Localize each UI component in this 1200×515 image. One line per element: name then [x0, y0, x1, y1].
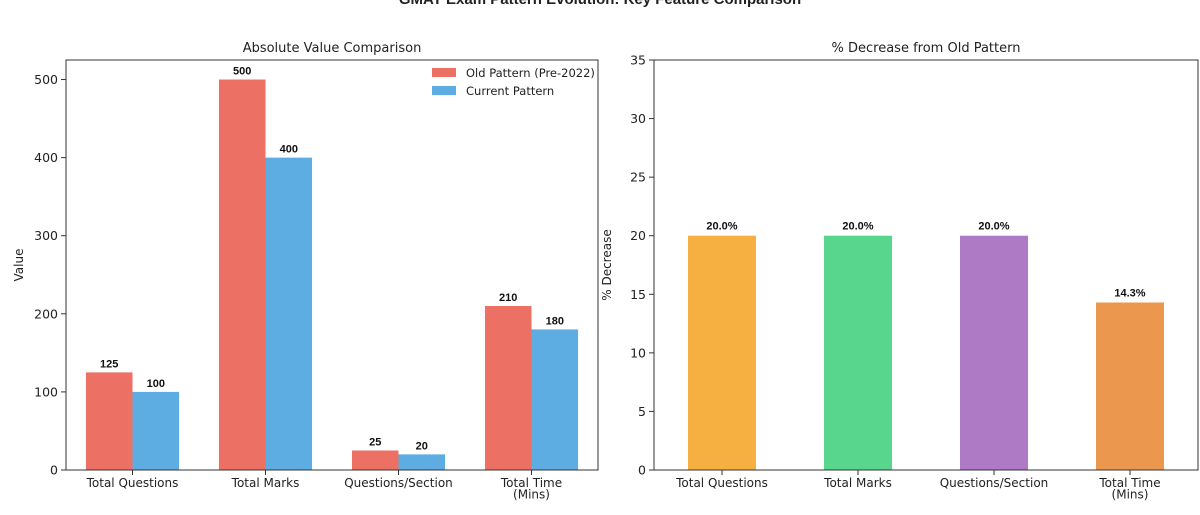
y-tick-label-0: 0 [50, 463, 58, 478]
data-label-current-pattern-total-marks: 400 [280, 144, 298, 156]
bar-old-pattern-pre-2022-questions-section [351, 450, 399, 470]
bar-current-pattern-questions-section [398, 454, 446, 470]
x-tick-label-total-time-mins: Total Time (Mins) [500, 476, 562, 502]
y-tick-label-10: 10 [630, 345, 646, 360]
y-tick-label-300: 300 [34, 228, 58, 243]
y-tick-label-15: 15 [630, 287, 646, 302]
y-tick-label-30: 30 [630, 111, 646, 126]
data-label-decrease-total-time-mins: 14.3% [1114, 287, 1145, 299]
x-tick-label-total-marks: Total Marks [231, 476, 300, 490]
legend-label-old-pattern-pre-2022: Old Pattern (Pre-2022) [466, 66, 595, 80]
y-axis-label: % Decrease [600, 229, 614, 300]
data-label-old-pattern-pre-2022-total-questions: 125 [100, 358, 118, 370]
data-label-current-pattern-questions-section: 20 [416, 440, 428, 452]
data-label-old-pattern-pre-2022-total-marks: 500 [233, 66, 251, 78]
y-tick-label-400: 400 [34, 150, 58, 165]
x-tick-label-total-time-mins: Total Time (Mins) [1098, 476, 1160, 502]
y-tick-label-0: 0 [638, 463, 646, 478]
y-tick-label-5: 5 [638, 404, 646, 419]
legend-label-current-pattern: Current Pattern [466, 84, 554, 98]
data-label-old-pattern-pre-2022-total-time-mins: 210 [499, 292, 517, 304]
legend-swatch-current-pattern [432, 86, 456, 95]
bar-decrease-total-marks [824, 235, 892, 470]
bar-old-pattern-pre-2022-total-marks [218, 79, 266, 471]
bar-decrease-total-time-mins [1096, 302, 1164, 470]
bar-current-pattern-total-time-mins [531, 329, 579, 470]
y-tick-label-20: 20 [630, 228, 646, 243]
legend-swatch-old-pattern-pre-2022 [432, 68, 456, 77]
bar-decrease-total-questions [688, 235, 756, 470]
bar-decrease-questions-section [960, 235, 1028, 470]
percent-decrease-chart: % Decrease from Old Pattern 0 5 10 15 20 25 30 3… [600, 41, 1199, 502]
data-label-decrease-total-marks: 20.0% [842, 221, 873, 233]
x-tick-label-questions-section: Questions/Section [940, 476, 1049, 490]
y-axis-label: Value [12, 249, 26, 282]
x-tick-label-total-questions: Total Questions [86, 476, 179, 490]
x-tick-label-total-questions: Total Questions [675, 476, 768, 490]
y-tick-label-100: 100 [34, 384, 58, 399]
y-tick-label-25: 25 [630, 170, 646, 185]
plot-frame [65, 59, 599, 471]
y-tick-label-35: 35 [630, 53, 646, 68]
bar-old-pattern-pre-2022-total-time-mins [484, 306, 532, 470]
bar-old-pattern-pre-2022-total-questions [85, 372, 133, 470]
y-tick-label-200: 200 [34, 306, 58, 321]
bar-current-pattern-total-questions [132, 391, 180, 470]
x-tick-label-total-marks: Total Marks [823, 476, 892, 490]
plot-frame [653, 59, 1199, 471]
y-tick-label-500: 500 [34, 72, 58, 87]
data-label-decrease-total-questions: 20.0% [706, 221, 737, 233]
figure-title: GMAT Exam Pattern Evolution: Key Feature… [399, 0, 801, 8]
x-tick-label-questions-section: Questions/Section [344, 476, 453, 490]
bar-current-pattern-total-marks [265, 157, 313, 470]
data-label-decrease-questions-section: 20.0% [978, 221, 1009, 233]
data-label-current-pattern-total-time-mins: 180 [546, 315, 564, 327]
chart-title: % Decrease from Old Pattern [832, 41, 1021, 56]
data-label-old-pattern-pre-2022-questions-section: 25 [369, 436, 381, 448]
chart-title: Absolute Value Comparison [243, 41, 422, 56]
data-label-current-pattern-total-questions: 100 [147, 378, 165, 390]
absolute-value-chart: Absolute Value Comparison 0 100 200 300 400 50… [12, 41, 599, 502]
